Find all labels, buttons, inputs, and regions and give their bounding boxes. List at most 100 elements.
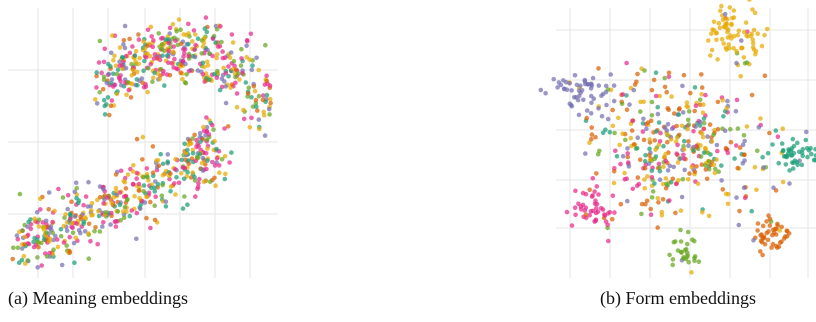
meaning-point — [173, 38, 178, 44]
form-point — [733, 109, 739, 114]
form-point — [755, 31, 760, 36]
form-point — [592, 189, 597, 194]
meaning-point — [210, 36, 216, 42]
meaning-point — [176, 17, 182, 22]
meaning-point — [19, 257, 25, 263]
form-point — [758, 249, 763, 254]
form-point — [666, 70, 672, 76]
meaning-point — [51, 247, 56, 252]
form-point — [752, 164, 758, 170]
meaning-point — [94, 73, 99, 79]
form-point — [551, 76, 556, 82]
form-point — [731, 45, 736, 51]
form-point — [804, 146, 810, 151]
meaning-point — [109, 77, 115, 82]
meaning-point — [144, 215, 149, 221]
form-point — [655, 104, 660, 110]
form-point — [642, 165, 648, 171]
form-point — [705, 134, 710, 139]
form-point — [714, 30, 719, 36]
meaning-point — [148, 61, 153, 67]
form-point — [653, 93, 659, 99]
form-point — [583, 151, 588, 156]
meaning-point — [39, 263, 44, 268]
meaning-point — [64, 228, 70, 233]
meaning-point — [193, 42, 198, 48]
meaning-point — [225, 124, 231, 129]
form-point — [591, 96, 597, 101]
form-point — [590, 75, 596, 81]
form-point — [611, 180, 617, 186]
form-point — [740, 142, 746, 147]
form-point — [690, 237, 695, 242]
meaning-point — [234, 104, 240, 110]
meaning-point — [69, 224, 74, 230]
meaning-point — [227, 160, 232, 165]
form-point — [790, 136, 796, 142]
meaning-point — [144, 166, 150, 171]
meaning-point — [212, 71, 217, 77]
form-point — [610, 107, 615, 113]
form-point — [704, 176, 710, 182]
form-point — [698, 143, 703, 148]
form-point — [596, 66, 601, 71]
form-point — [689, 270, 694, 275]
meaning-point — [26, 219, 31, 225]
meaning-point — [74, 221, 79, 226]
form-point — [764, 219, 769, 224]
form-point — [771, 185, 776, 190]
form-point — [675, 160, 681, 165]
meaning-point — [122, 23, 128, 29]
form-point — [574, 82, 580, 88]
form-point — [706, 159, 712, 164]
meaning-point — [193, 194, 198, 199]
form-point — [594, 184, 600, 189]
form-point — [684, 100, 690, 105]
form-point — [734, 97, 740, 103]
form-point — [764, 26, 770, 32]
form-point — [678, 227, 683, 233]
form-point — [698, 119, 703, 125]
form-point — [697, 123, 703, 128]
form-point — [656, 120, 662, 125]
meaning-point — [152, 70, 157, 76]
meaning-point — [94, 85, 99, 90]
meaning-point — [141, 68, 146, 73]
form-point — [813, 146, 816, 152]
form-point — [758, 116, 763, 121]
form-point — [761, 165, 766, 170]
form-point — [638, 109, 643, 114]
form-point — [751, 47, 757, 52]
meaning-point — [38, 207, 43, 212]
meaning-point — [160, 182, 165, 188]
meaning-point — [204, 166, 209, 172]
form-point — [652, 181, 657, 186]
form-point — [678, 208, 684, 213]
meaning-point — [105, 195, 110, 200]
meaning-point — [238, 63, 244, 68]
meaning-point — [251, 84, 257, 89]
form-point — [643, 152, 648, 158]
form-point — [618, 201, 624, 207]
meaning-point — [159, 36, 164, 41]
form-point — [674, 123, 679, 129]
form-point — [676, 178, 681, 183]
form-point — [563, 79, 569, 85]
form-point — [689, 164, 694, 170]
form-point — [641, 137, 647, 143]
form-point — [619, 101, 625, 107]
form-point — [624, 93, 629, 98]
form-point — [639, 211, 644, 217]
form-point — [631, 87, 637, 93]
form-point — [735, 126, 741, 131]
meaning-point — [15, 236, 21, 242]
form-point — [661, 143, 666, 149]
form-point — [642, 68, 647, 73]
meaning-point — [173, 192, 178, 197]
form-point — [605, 116, 611, 122]
meaning-point — [183, 61, 188, 67]
meaning-point — [122, 204, 128, 210]
form-point — [703, 163, 708, 168]
form-point — [680, 110, 686, 115]
form-point — [667, 252, 672, 258]
